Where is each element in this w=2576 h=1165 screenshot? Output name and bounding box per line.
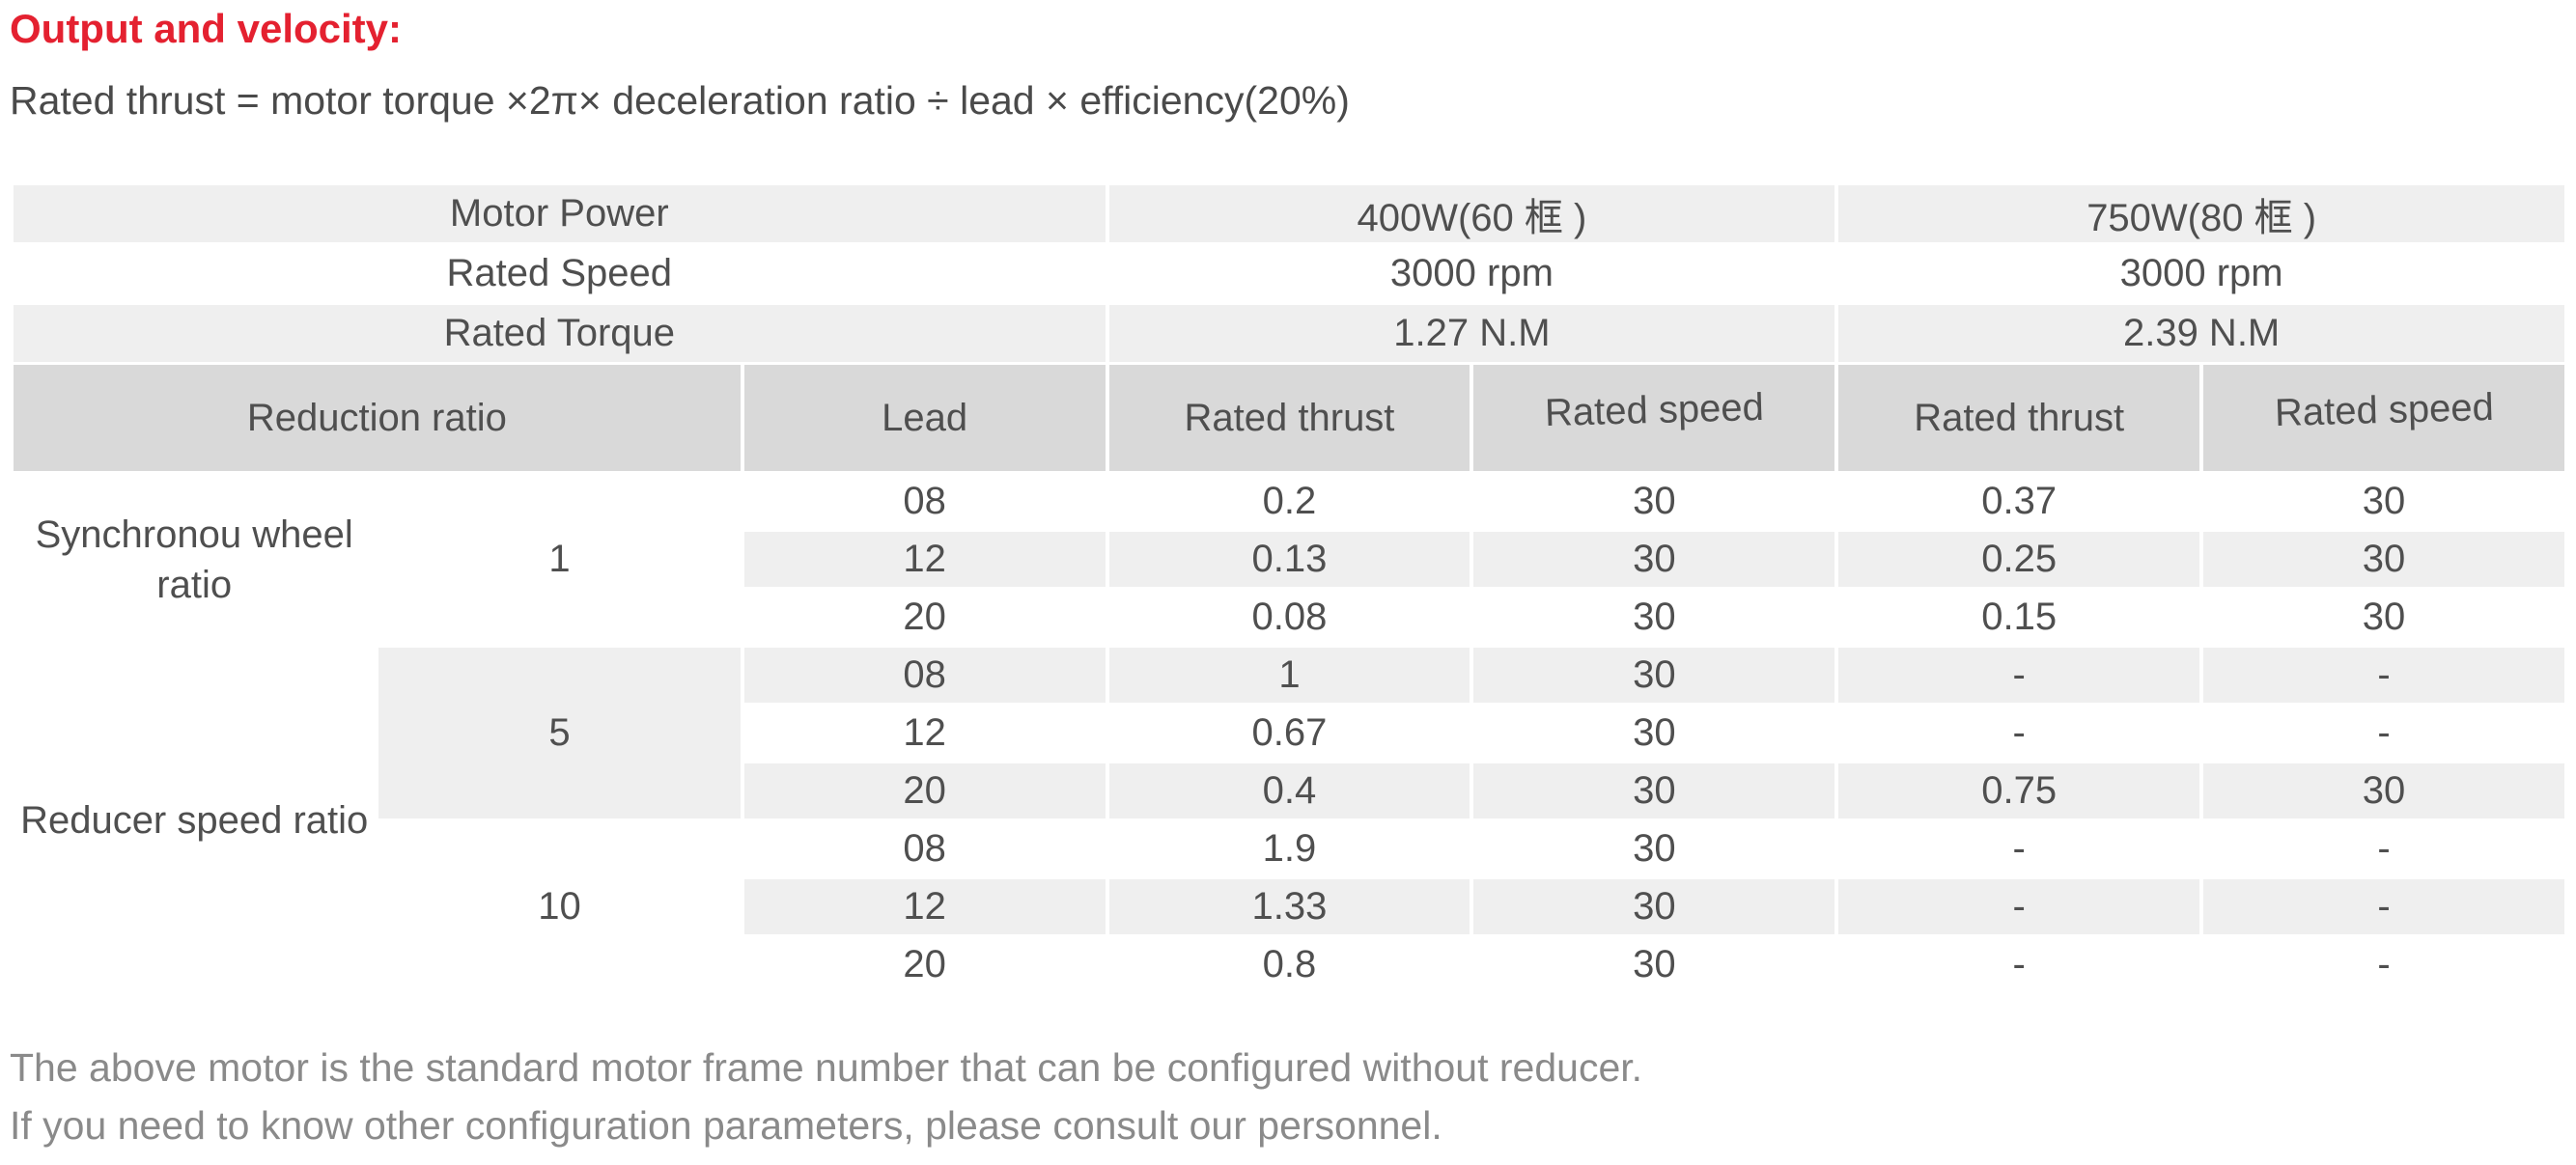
rated-speed-750w: 3000 rpm [1838, 245, 2564, 303]
cell-thrust-400w: 1 [1108, 648, 1470, 704]
cell-speed-400w: 30 [1473, 763, 1835, 819]
cell-thrust-750w: 0.37 [1838, 474, 2200, 530]
ratio-value-1: 1 [378, 474, 741, 646]
cell-speed-750w: - [2203, 937, 2564, 993]
cell-speed-750w: 30 [2203, 474, 2564, 530]
cell-speed-750w: 30 [2203, 590, 2564, 646]
cell-speed-400w: 30 [1473, 590, 1835, 646]
cell-speed-400w: 30 [1473, 879, 1835, 935]
cell-lead: 20 [743, 590, 1106, 646]
cell-thrust-750w: - [1838, 879, 2200, 935]
cell-speed-750w: - [2203, 879, 2564, 935]
motor-power-row: Motor Power 400W(60 框 ) 750W(80 框 ) [14, 185, 2564, 243]
header-lead: Lead [743, 365, 1106, 472]
header-rated-thrust-750w: Rated thrust [1838, 365, 2200, 472]
rated-torque-label: Rated Torque [14, 305, 1106, 363]
note-line-2: If you need to know other configuration … [10, 1102, 1442, 1148]
header-rated-speed-750w-text: Rated speed [2274, 385, 2495, 435]
cell-lead: 20 [743, 937, 1106, 993]
cell-speed-400w: 30 [1473, 532, 1835, 588]
cell-thrust-400w: 0.13 [1108, 532, 1470, 588]
cell-thrust-750w: - [1838, 706, 2200, 762]
cell-speed-750w: - [2203, 821, 2564, 877]
cell-thrust-750w: - [1838, 648, 2200, 704]
cell-thrust-750w: - [1838, 821, 2200, 877]
output-velocity-table: Motor Power 400W(60 框 ) 750W(80 框 ) Rate… [10, 182, 2568, 995]
cell-speed-400w: 30 [1473, 648, 1835, 704]
ratio-value-5: 5 [378, 648, 741, 819]
note-line-1: The above motor is the standard motor fr… [10, 1045, 1643, 1091]
cell-thrust-400w: 0.2 [1108, 474, 1470, 530]
motor-power-400w: 400W(60 框 ) [1108, 185, 1835, 243]
header-rated-thrust-400w: Rated thrust [1108, 365, 1470, 472]
rated-torque-row: Rated Torque 1.27 N.M 2.39 N.M [14, 305, 2564, 363]
cell-speed-750w: - [2203, 648, 2564, 704]
cell-thrust-750w: 0.75 [1838, 763, 2200, 819]
cell-speed-750w: 30 [2203, 532, 2564, 588]
header-rated-speed-400w-text: Rated speed [1544, 385, 1765, 435]
cell-lead: 12 [743, 532, 1106, 588]
ratio-value-10: 10 [378, 821, 741, 993]
cell-thrust-400w: 0.4 [1108, 763, 1470, 819]
page-title: Output and velocity: [10, 6, 403, 51]
cell-speed-400w: 30 [1473, 821, 1835, 877]
cell-thrust-400w: 1.9 [1108, 821, 1470, 877]
cell-speed-400w: 30 [1473, 474, 1835, 530]
column-header-row: Reduction ratio Lead Rated thrust Rated … [14, 365, 2564, 472]
cell-thrust-750w: 0.15 [1838, 590, 2200, 646]
cell-lead: 08 [743, 474, 1106, 530]
cell-speed-400w: 30 [1473, 937, 1835, 993]
header-reduction-ratio: Reduction ratio [14, 365, 741, 472]
table-row: 20 0.4 30 0.75 30 [14, 763, 2564, 819]
motor-power-label: Motor Power [14, 185, 1106, 243]
cell-lead: 08 [743, 648, 1106, 704]
cell-thrust-400w: 1.33 [1108, 879, 1470, 935]
cell-lead: 12 [743, 706, 1106, 762]
table-row: 10 08 1.9 30 - - [14, 821, 2564, 993]
rated-speed-row: Rated Speed 3000 rpm 3000 rpm [14, 245, 2564, 303]
category-synchronous-wheel-ratio: Synchronou wheel ratio [14, 474, 376, 646]
table-row: 20 0.8 30 - - [14, 937, 2564, 993]
rated-speed-400w: 3000 rpm [1108, 245, 1835, 303]
rated-torque-750w: 2.39 N.M [1838, 305, 2564, 363]
cell-thrust-400w: 0.8 [1108, 937, 1470, 993]
cell-speed-750w: - [2203, 706, 2564, 762]
cell-speed-750w: 30 [2203, 763, 2564, 819]
rated-thrust-formula: Rated thrust = motor torque ×2π× deceler… [10, 78, 1350, 124]
cell-thrust-750w: 0.25 [1838, 532, 2200, 588]
rated-torque-400w: 1.27 N.M [1108, 305, 1835, 363]
cell-thrust-400w: 0.08 [1108, 590, 1470, 646]
cell-thrust-750w: - [1838, 937, 2200, 993]
header-rated-speed-750w: Rated speed [2203, 365, 2564, 472]
cell-lead: 12 [743, 879, 1106, 935]
table-row: 12 0.13 30 0.25 30 [14, 532, 2564, 588]
table-row: Synchronou wheel ratio 1 08 0.2 30 0.37 … [14, 474, 2564, 646]
header-rated-speed-400w: Rated speed [1473, 365, 1835, 472]
footer-notes: The above motor is the standard motor fr… [10, 1040, 2568, 1154]
cell-lead: 08 [743, 821, 1106, 877]
table-row: 12 1.33 30 - - [14, 879, 2564, 935]
motor-power-750w: 750W(80 框 ) [1838, 185, 2564, 243]
cell-lead: 20 [743, 763, 1106, 819]
table-row: Reducer speed ratio 5 08 1 30 - - [14, 648, 2564, 993]
rated-speed-label: Rated Speed [14, 245, 1106, 303]
table-row: 12 0.67 30 - - [14, 706, 2564, 762]
category-reducer-speed-ratio: Reducer speed ratio [14, 648, 376, 993]
cell-speed-400w: 30 [1473, 706, 1835, 762]
table-row: 20 0.08 30 0.15 30 [14, 590, 2564, 646]
cell-thrust-400w: 0.67 [1108, 706, 1470, 762]
